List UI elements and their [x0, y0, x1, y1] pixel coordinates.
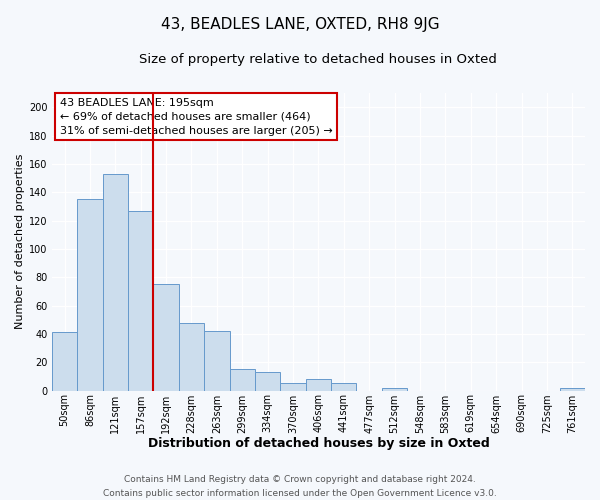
Bar [154, 284, 179, 391]
Bar [77, 200, 103, 390]
Bar [128, 210, 154, 390]
X-axis label: Distribution of detached houses by size in Oxted: Distribution of detached houses by size … [148, 437, 489, 450]
Bar [306, 379, 331, 390]
Bar [204, 331, 230, 390]
Bar [560, 388, 585, 390]
Bar [230, 370, 255, 390]
Bar [255, 372, 280, 390]
Bar [382, 388, 407, 390]
Text: 43, BEADLES LANE, OXTED, RH8 9JG: 43, BEADLES LANE, OXTED, RH8 9JG [161, 18, 439, 32]
Y-axis label: Number of detached properties: Number of detached properties [15, 154, 25, 330]
Bar [103, 174, 128, 390]
Bar [179, 322, 204, 390]
Title: Size of property relative to detached houses in Oxted: Size of property relative to detached ho… [139, 52, 497, 66]
Text: Contains HM Land Registry data © Crown copyright and database right 2024.
Contai: Contains HM Land Registry data © Crown c… [103, 476, 497, 498]
Text: 43 BEADLES LANE: 195sqm
← 69% of detached houses are smaller (464)
31% of semi-d: 43 BEADLES LANE: 195sqm ← 69% of detache… [60, 98, 332, 136]
Bar [331, 384, 356, 390]
Bar [52, 332, 77, 390]
Bar [280, 384, 306, 390]
